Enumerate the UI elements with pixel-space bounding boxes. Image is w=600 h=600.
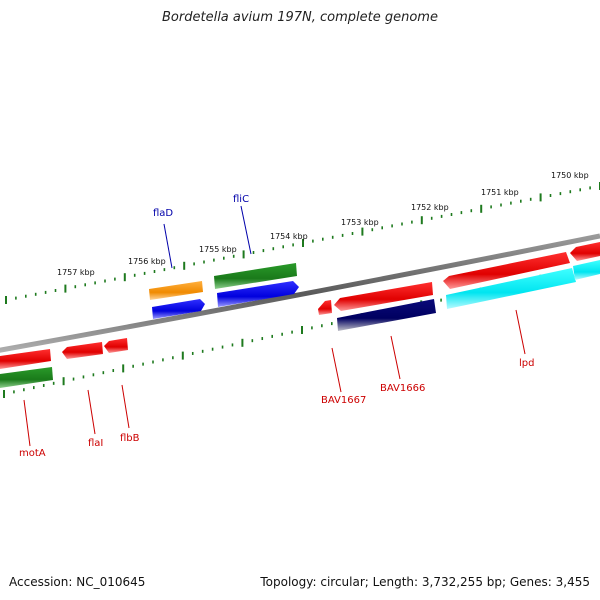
gene-label-flbB[interactable]: flbB [120, 433, 140, 444]
gene-arrow-blue-b[interactable] [217, 281, 299, 307]
gene-arrow-blue-a[interactable] [152, 299, 205, 319]
kbp-label-1757: 1757 kbp [57, 268, 95, 277]
gene-arrow-fliC[interactable] [214, 263, 297, 289]
gene-label-flaI[interactable]: flaI [88, 438, 103, 449]
kbp-label-1751: 1751 kbp [481, 188, 519, 197]
gene-label-fliC[interactable]: fliC [233, 194, 249, 205]
accession-text: Accession: NC_010645 [9, 575, 146, 589]
gene-arrow-motA-red[interactable] [0, 349, 51, 369]
gene-label-flaD[interactable]: flaD [153, 208, 173, 219]
gene-arrow-cyan[interactable] [446, 268, 576, 309]
gene-arrow-flbB[interactable] [104, 338, 128, 353]
gene-arrow-lpd[interactable] [443, 252, 570, 289]
gene-arrow-BAV1667[interactable] [334, 282, 433, 311]
genome-backbone [0, 233, 600, 353]
gene-arrow-flaI[interactable] [62, 342, 103, 359]
map-title: Bordetella avium 197N, complete genome [162, 10, 438, 25]
gene-arrow-motA[interactable] [0, 367, 53, 388]
kbp-label-1755: 1755 kbp [199, 245, 237, 254]
gene-arrow-flaD[interactable] [149, 281, 203, 300]
kbp-label-1752: 1752 kbp [411, 203, 449, 212]
kbp-label-1750: 1750 kbp [551, 171, 589, 180]
gene-arrow-red-small[interactable] [318, 300, 332, 315]
gene-label-BAV1666[interactable]: BAV1666 [380, 383, 425, 394]
gene-arrow-red-right[interactable] [570, 242, 600, 261]
label-leaders [23, 205, 526, 447]
gene-arrow-BAV1666[interactable] [337, 299, 436, 331]
kbp-label-1756: 1756 kbp [128, 257, 166, 266]
kbp-label-1753: 1753 kbp [341, 218, 379, 227]
gene-label-BAV1667[interactable]: BAV1667 [321, 395, 366, 406]
gene-label-lpd[interactable]: lpd [519, 358, 534, 369]
gene-label-motA[interactable]: motA [19, 448, 46, 459]
outer-tick-track [5, 182, 600, 304]
kbp-label-1754: 1754 kbp [270, 232, 308, 241]
genome-summary-text: Topology: circular; Length: 3,732,255 bp… [260, 575, 590, 589]
gene-arrow-cyan-right[interactable] [573, 260, 600, 280]
